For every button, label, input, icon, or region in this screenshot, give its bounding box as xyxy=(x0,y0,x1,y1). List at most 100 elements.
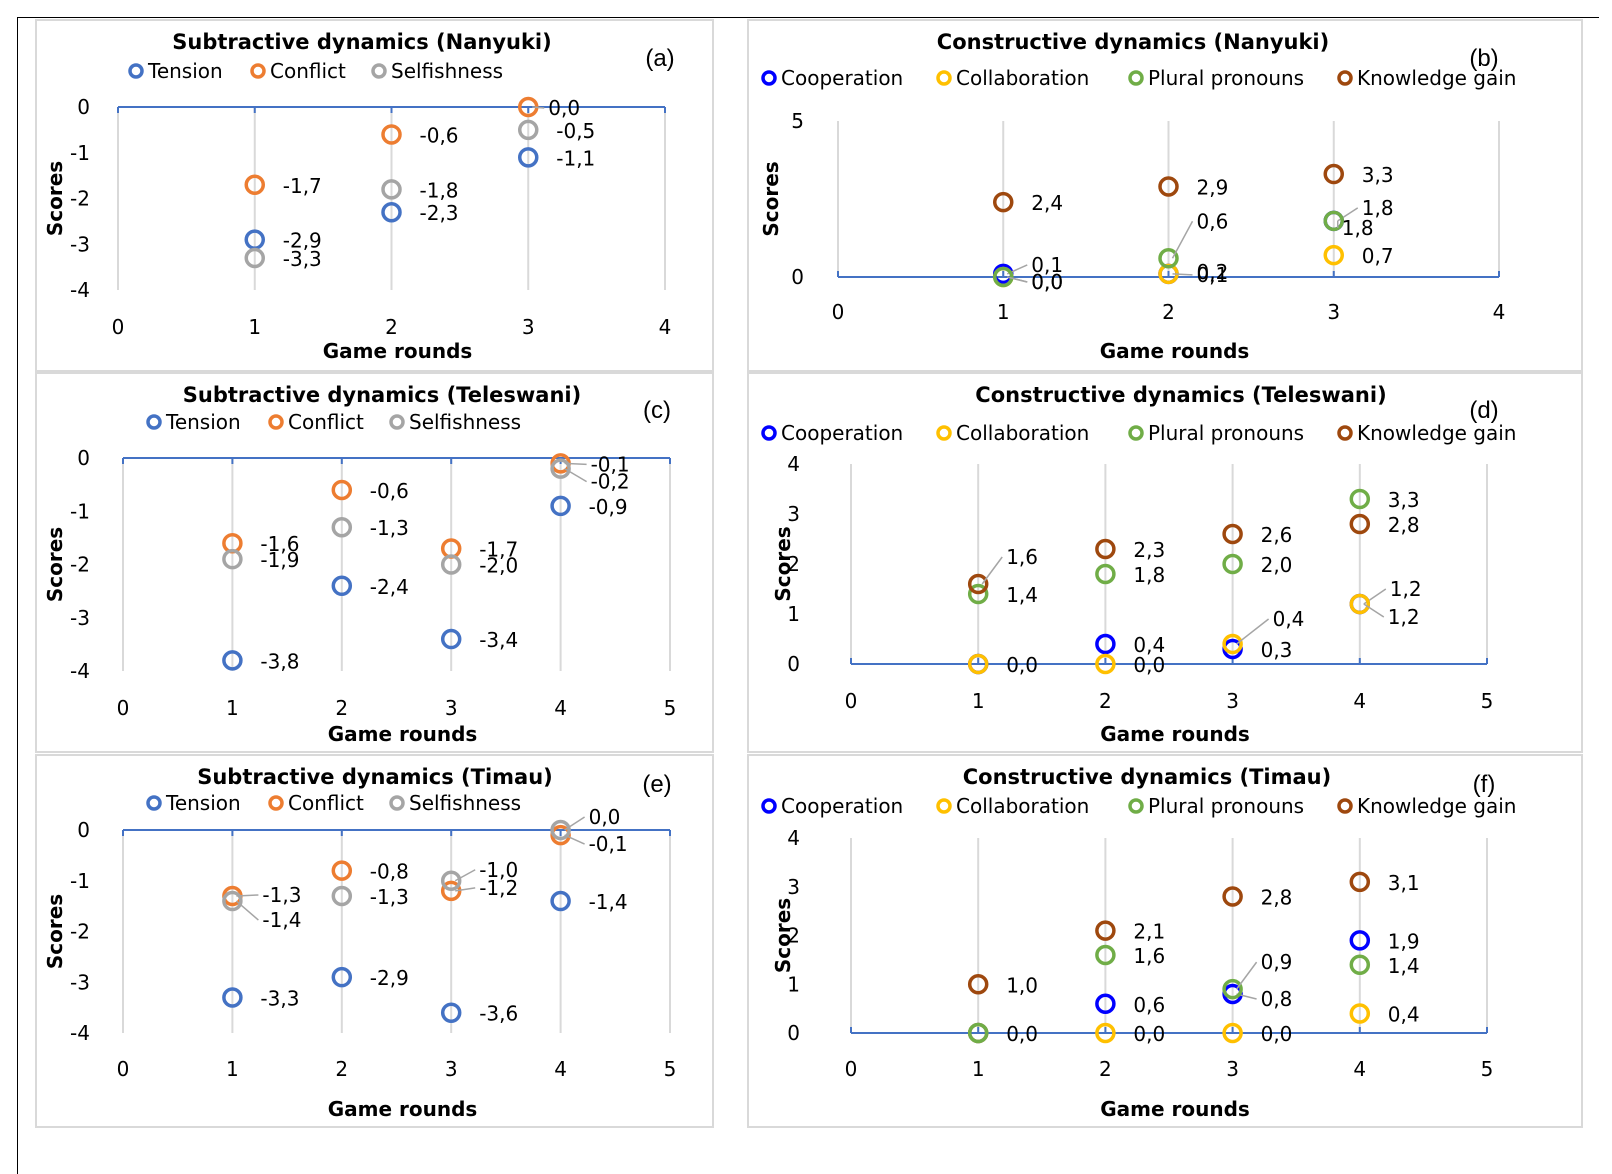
legend-label: Plural pronouns xyxy=(1148,421,1304,445)
data-label: -3,6 xyxy=(479,1002,518,1026)
panel-tag: (f) xyxy=(1473,771,1496,798)
y-tick-label: 0 xyxy=(77,818,90,842)
y-tick-label: 1 xyxy=(787,602,800,626)
data-label: -1,9 xyxy=(260,548,299,572)
leader-line xyxy=(235,900,259,921)
legend-label: Conflict xyxy=(288,410,364,434)
y-tick-label: -3 xyxy=(70,970,90,994)
leader-line xyxy=(981,556,1003,585)
legend-marker-icon xyxy=(146,795,162,811)
data-point-tension xyxy=(550,890,571,912)
data-label: 0,4 xyxy=(1133,633,1165,657)
data-label: -1,3 xyxy=(370,516,409,540)
data-point-collaboration xyxy=(1095,653,1116,675)
data-label: 3,3 xyxy=(1362,163,1394,187)
data-point-knowledge-gain xyxy=(993,191,1014,213)
x-tick-label: 2 xyxy=(335,696,348,720)
x-tick-label: 4 xyxy=(659,315,672,339)
leader-line xyxy=(454,869,476,882)
data-label: 0,4 xyxy=(1388,1003,1420,1027)
x-tick-label: 1 xyxy=(226,696,239,720)
data-label: 0,2 xyxy=(1197,260,1229,284)
data-label: -1,1 xyxy=(556,146,595,170)
legend-item: Collaboration xyxy=(936,794,1089,818)
data-label: 1,8 xyxy=(1133,563,1165,587)
legend-label: Collaboration xyxy=(956,794,1089,818)
data-label: 2,1 xyxy=(1133,920,1165,944)
legend-label: Collaboration xyxy=(956,421,1089,445)
legend-label: Cooperation xyxy=(781,421,903,445)
leader-line xyxy=(564,468,587,483)
data-label: 0,1 xyxy=(1197,263,1229,287)
data-point-knowledge-gain xyxy=(1095,538,1116,560)
chart-panel-a: Subtractive dynamics (Nanyuki) (a) Tension… xyxy=(35,19,714,372)
x-tick-label: 0 xyxy=(832,300,845,324)
data-label: 0,0 xyxy=(1006,1022,1038,1046)
legend-item: Plural pronouns xyxy=(1128,421,1304,445)
legend-item: Cooperation xyxy=(761,794,903,818)
chart-panel-f: Constructive dynamics (Timau) (f) Cooperat… xyxy=(747,754,1583,1128)
data-point-knowledge-gain xyxy=(1349,513,1371,535)
y-tick-label: 0 xyxy=(77,95,90,119)
legend-item: Collaboration xyxy=(936,66,1089,90)
leader-line xyxy=(1171,220,1194,259)
leader-line xyxy=(455,887,476,892)
legend-marker-icon xyxy=(128,63,144,79)
legend-marker-icon xyxy=(1337,425,1353,441)
data-label: 0,9 xyxy=(1261,950,1293,974)
data-label: 0,0 xyxy=(1006,653,1038,677)
data-point-collaboration xyxy=(1095,1022,1116,1044)
data-point-collaboration xyxy=(967,653,989,675)
y-axis-label: Scores xyxy=(43,161,67,236)
x-tick-label: 5 xyxy=(1481,1057,1494,1081)
data-label: 0,7 xyxy=(1362,244,1394,268)
chart-title: Constructive dynamics (Nanyuki) xyxy=(937,30,1329,54)
legend-marker-icon xyxy=(268,795,284,811)
panel-border xyxy=(35,754,714,1128)
legend-item: Tension xyxy=(128,59,223,83)
legend-label: Selfishness xyxy=(391,59,503,83)
leader-line xyxy=(532,106,545,109)
data-point-plural-pronouns xyxy=(1323,210,1344,232)
chart-panel-e: Subtractive dynamics (Timau) (e) Tension Co… xyxy=(35,754,714,1128)
data-label: -3,3 xyxy=(283,247,322,271)
data-point-collaboration xyxy=(1222,1022,1243,1044)
legend-label: Conflict xyxy=(270,59,346,83)
y-axis-label: Scores xyxy=(43,527,67,602)
panel-border xyxy=(35,372,714,753)
legend-marker-icon xyxy=(146,414,162,430)
y-axis-label: Scores xyxy=(43,894,67,969)
data-label: 0,0 xyxy=(1133,653,1165,677)
x-tick-label: 3 xyxy=(1226,689,1239,713)
data-point-plural-pronouns xyxy=(1222,553,1243,575)
data-label: -2,9 xyxy=(283,229,322,253)
leader-line xyxy=(1172,273,1193,276)
x-tick-label: 2 xyxy=(335,1057,348,1081)
x-tick-label: 3 xyxy=(1327,300,1340,324)
chart-panel-c: Subtractive dynamics (Teleswani) (c) Tensi… xyxy=(35,372,714,753)
y-tick-label: 1 xyxy=(787,972,800,996)
x-tick-label: 1 xyxy=(226,1057,239,1081)
data-point-knowledge-gain xyxy=(1222,886,1243,907)
legend-marker-icon xyxy=(761,798,777,814)
data-label: -2,9 xyxy=(370,966,409,990)
data-point-plural-pronouns xyxy=(1222,978,1243,1000)
data-point-knowledge-gain xyxy=(1349,871,1371,893)
data-label: 0,3 xyxy=(1261,638,1293,662)
legend-label: Plural pronouns xyxy=(1148,66,1304,90)
data-point-cooperation xyxy=(1095,993,1116,1014)
panel-tag: (a) xyxy=(645,45,674,72)
x-tick-label: 2 xyxy=(1099,1057,1112,1081)
legend-marker-icon xyxy=(1128,70,1144,86)
data-point-tension xyxy=(331,966,353,988)
data-label: 2,0 xyxy=(1261,553,1293,577)
legend-item: Selfishness xyxy=(389,410,521,434)
legend-label: Knowledge gain xyxy=(1357,421,1516,445)
legend-item: Selfishness xyxy=(389,791,521,815)
panel-tag: (c) xyxy=(643,397,671,424)
data-point-knowledge-gain xyxy=(967,573,989,595)
legend-marker-icon xyxy=(761,70,777,86)
y-axis-label: Scores xyxy=(771,898,795,973)
x-axis-label: Game rounds xyxy=(1100,722,1250,746)
data-label: -1,7 xyxy=(283,174,322,198)
